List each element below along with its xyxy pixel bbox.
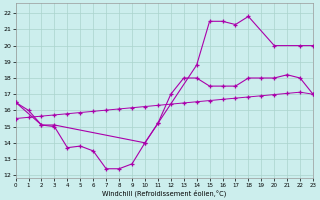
X-axis label: Windchill (Refroidissement éolien,°C): Windchill (Refroidissement éolien,°C) [102,189,227,197]
